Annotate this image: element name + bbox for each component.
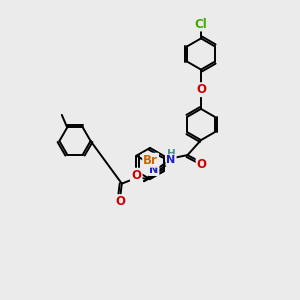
Text: O: O bbox=[196, 83, 206, 96]
Text: Br: Br bbox=[143, 154, 158, 167]
Text: O: O bbox=[115, 195, 125, 208]
Text: N: N bbox=[149, 165, 158, 175]
Text: Cl: Cl bbox=[195, 17, 207, 31]
Text: H: H bbox=[167, 149, 176, 160]
Text: N: N bbox=[167, 155, 176, 165]
Text: H: H bbox=[133, 174, 142, 184]
Text: O: O bbox=[196, 158, 207, 171]
Text: O: O bbox=[131, 169, 141, 182]
